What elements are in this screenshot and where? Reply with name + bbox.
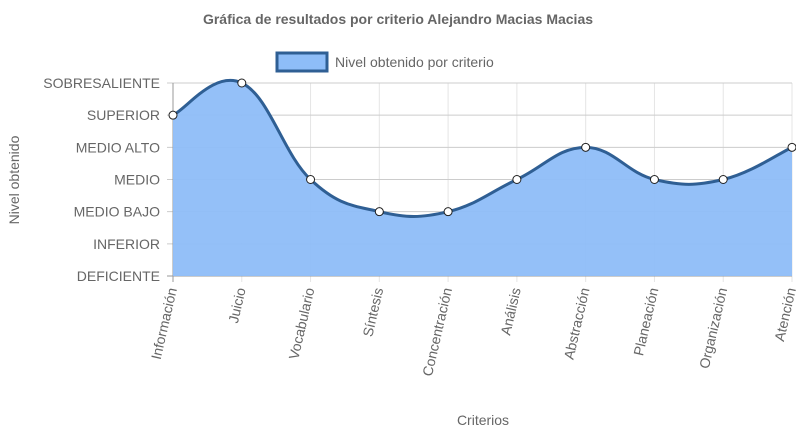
series-area-fill xyxy=(173,80,792,276)
data-point[interactable] xyxy=(237,78,247,88)
x-tick-label: Organización xyxy=(696,286,730,370)
x-tick-label: Planeación xyxy=(630,286,661,357)
data-point[interactable] xyxy=(649,175,659,184)
data-point[interactable] xyxy=(443,207,453,217)
y-tick-label: INFERIOR xyxy=(93,236,160,252)
x-tick-label: Concentración xyxy=(419,286,455,378)
y-tick-label: DEFICIENTE xyxy=(77,268,160,284)
y-tick-label: MEDIO xyxy=(114,172,160,188)
y-tick-label: SOBRESALIENTE xyxy=(43,75,160,91)
chart-title: Gráfica de resultados por criterio Aleja… xyxy=(202,11,594,27)
x-tick-label: Juicio xyxy=(225,286,249,325)
x-tick-label: Información xyxy=(148,286,180,361)
x-tick-label: Vocabulario xyxy=(285,286,317,361)
legend-swatch xyxy=(275,51,329,73)
data-point[interactable] xyxy=(718,175,728,184)
legend[interactable]: Nivel obtenido por criterio xyxy=(275,51,494,73)
data-point[interactable] xyxy=(581,142,591,152)
legend-label: Nivel obtenido por criterio xyxy=(335,54,494,70)
series-line xyxy=(172,79,793,218)
x-tick-labels: Información Juicio Vocabulario Síntesis Conc… xyxy=(148,286,796,378)
data-point[interactable] xyxy=(168,110,178,120)
data-point[interactable] xyxy=(787,142,796,152)
x-tick-label: Síntesis xyxy=(359,286,386,338)
data-point[interactable] xyxy=(512,175,522,184)
data-point[interactable] xyxy=(306,175,316,184)
y-tick-label: SUPERIOR xyxy=(87,107,160,123)
x-tick-label: Atención xyxy=(771,286,796,343)
y-tick-label: MEDIO BAJO xyxy=(74,204,160,220)
y-axis-title: Nivel obtenido xyxy=(6,135,22,224)
x-tick-label: Análisis xyxy=(497,286,523,337)
x-axis-title: Criterios xyxy=(457,412,509,428)
x-tick-label: Abstracción xyxy=(561,286,593,361)
y-tick-label: MEDIO ALTO xyxy=(76,139,160,155)
y-tick-labels: DEFICIENTE INFERIOR MEDIO BAJO MEDIO MEDIO A… xyxy=(43,75,160,284)
series-area xyxy=(172,79,793,276)
data-point[interactable] xyxy=(374,207,384,217)
data-points xyxy=(168,78,796,217)
